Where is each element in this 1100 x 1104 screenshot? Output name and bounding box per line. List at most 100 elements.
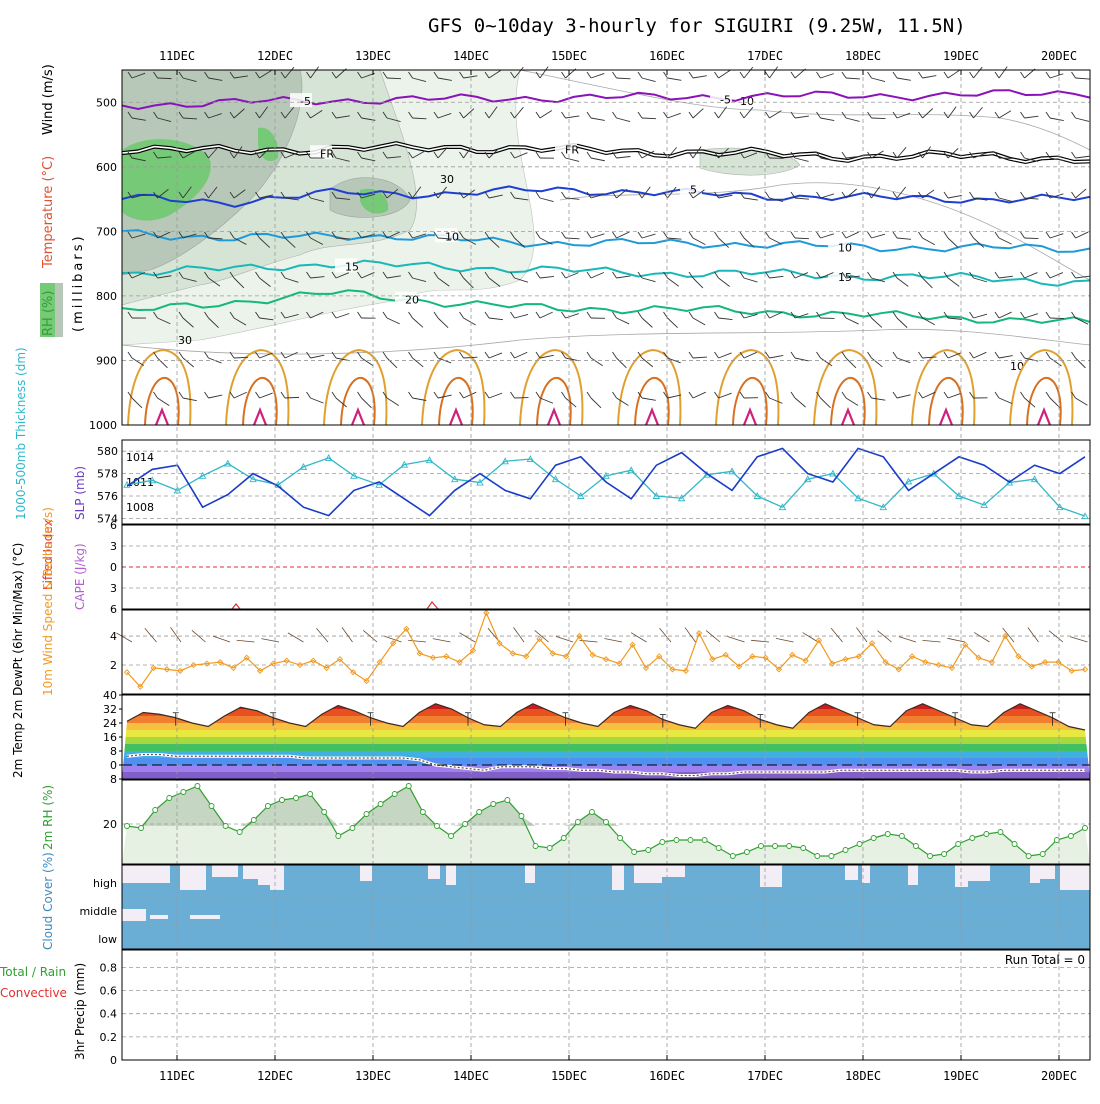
cloud-gap	[180, 865, 206, 890]
tick-temp-16: 16	[103, 731, 117, 744]
rh2m-point	[279, 798, 284, 803]
rh2m-point	[463, 822, 468, 827]
tick-slp-1014: 1014	[126, 451, 154, 464]
rh2m-point	[181, 790, 186, 795]
wind10m-axis-label: 10m Wind Speed & Barbs (m/s)	[41, 507, 55, 696]
rh2m-point	[589, 810, 594, 815]
surface-wind-barb	[751, 640, 769, 642]
rh2m-point	[984, 832, 989, 837]
date-label-bottom-19DEC: 19DEC	[943, 1069, 979, 1083]
tick-thickness-578: 578	[97, 468, 118, 481]
rh2m-point	[322, 810, 327, 815]
tick-temp-24: 24	[103, 717, 117, 730]
thickness-axis-label: 1000-500mb Thickness (dm)	[14, 347, 28, 520]
surface-wind-barb	[947, 638, 965, 642]
surface-wind-barb	[660, 628, 671, 642]
date-label-top-13DEC: 13DEC	[355, 49, 391, 63]
rh2m-panel: 20	[103, 784, 1090, 865]
rh2m-point	[223, 824, 228, 829]
panel-frame-w10	[122, 610, 1090, 694]
surface-wind-barb	[213, 636, 230, 642]
surface-wind-barb	[408, 640, 426, 642]
temperature-axis-label: Temperature (°C)	[41, 156, 56, 269]
rh2m-point	[702, 838, 707, 843]
temp-band	[122, 723, 1090, 730]
rh2m-point	[209, 804, 214, 809]
precip-axis-label: 3hr Precip (mm)	[73, 963, 87, 1060]
rh2m-point	[913, 844, 918, 849]
tick-label-p700: 700	[96, 225, 117, 238]
rh2m-point	[942, 852, 947, 857]
rh2m-point	[533, 844, 538, 849]
date-label-top-20DEC: 20DEC	[1041, 49, 1077, 63]
rh2m-point	[801, 846, 806, 851]
rh2m-point	[632, 850, 637, 855]
cloud-level-high: high	[93, 877, 117, 890]
rh2m-point	[815, 854, 820, 859]
rh2m-point	[660, 840, 665, 845]
rh2m-point	[449, 834, 454, 839]
rh2m-point	[1012, 842, 1017, 847]
surface-wind-barb	[803, 633, 818, 642]
rh2m-point	[1026, 854, 1031, 859]
rh2m-point	[646, 848, 651, 853]
tick-label-p900: 900	[96, 354, 117, 367]
tick-rh-20: 20	[103, 818, 117, 831]
rh2m-point	[773, 844, 778, 849]
rh2m-point	[604, 820, 609, 825]
rh2m-point	[1054, 838, 1059, 843]
temp-band	[122, 730, 1090, 737]
tick-precip-0.8: 0.8	[100, 961, 118, 974]
rh2m-point	[998, 830, 1003, 835]
rh2m-point	[674, 838, 679, 843]
date-label-bottom-11DEC: 11DEC	[159, 1069, 195, 1083]
tick-li-0: 0	[110, 561, 117, 574]
tick-label-p600: 600	[96, 161, 117, 174]
date-label-bottom-20DEC: 20DEC	[1041, 1069, 1077, 1083]
isotherm-label-15-0: 15	[345, 260, 359, 273]
rh2m-point	[251, 818, 256, 823]
date-label-bottom-17DEC: 17DEC	[747, 1069, 783, 1083]
panel-frame-pr	[122, 950, 1090, 1060]
date-label-bottom-14DEC: 14DEC	[453, 1069, 489, 1083]
surface-wind-barb	[460, 633, 475, 642]
tick-temp--8: 8	[110, 773, 117, 786]
cloud-gap	[760, 865, 782, 887]
rh2m-point	[434, 824, 439, 829]
cloud-gap	[360, 865, 372, 881]
tick-temp-40: 40	[103, 689, 117, 702]
rh2m-point	[519, 814, 524, 819]
thickness-line	[127, 458, 1085, 516]
rh2m-point	[477, 810, 482, 815]
cloud-gap-mid	[122, 909, 146, 921]
cloud-gap	[270, 865, 284, 890]
isotherm-label-10-0: 10	[445, 230, 459, 243]
tick-temp-8: 8	[110, 745, 117, 758]
tick-temp-0: 0	[110, 759, 117, 772]
temp2m-axis-label: 2m Temp 2m DewPt (6hr Min/Max) (°C)	[11, 543, 25, 778]
slp-line	[127, 448, 1085, 515]
surface-wind-barb	[316, 628, 328, 642]
rh2m-point	[885, 832, 890, 837]
isotherm-label--5-1: -5	[720, 94, 731, 107]
rh2m-point	[730, 854, 735, 859]
surface-wind-barb	[433, 639, 451, 642]
rh-axis-label: RH (%)	[41, 291, 56, 336]
cape-axis-label: CAPE (J/kg)	[73, 543, 87, 610]
rh2m-point	[125, 824, 130, 829]
rh2m-point	[265, 804, 270, 809]
cloud-chunk	[170, 865, 180, 881]
surface-wind-barb	[899, 637, 916, 642]
tick-label-p500: 500	[96, 96, 117, 109]
surface-wind-barb	[604, 638, 622, 642]
rh2m-point	[406, 784, 411, 789]
precip-convective-label: Convective	[0, 986, 67, 1000]
cloud-gap	[446, 865, 456, 885]
surface-wind-barb	[1028, 627, 1039, 642]
rh2m-point	[139, 826, 144, 831]
cloud-gap	[122, 865, 170, 883]
rh2m-point	[350, 826, 355, 831]
lifted-blip-2	[427, 602, 438, 609]
